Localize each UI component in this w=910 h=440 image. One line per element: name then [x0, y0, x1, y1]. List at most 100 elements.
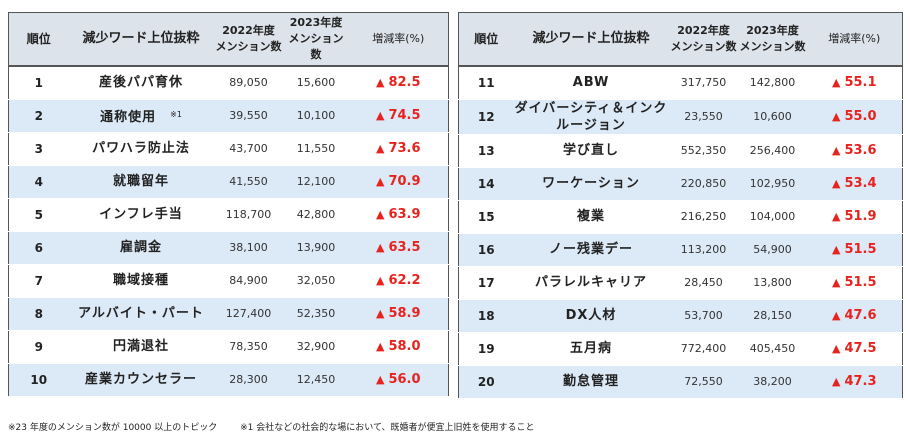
table-row: 15 複業 216,250 104,000 ▲ 51.9 — [458, 200, 903, 234]
triangle-up-icon: ▲ — [375, 274, 385, 287]
triangle-up-icon: ▲ — [375, 142, 385, 155]
table-row: 18 DX人材 53,700 28,150 ▲ 47.6 — [458, 299, 903, 333]
mentions-2023-cell: 32,050 — [283, 264, 349, 298]
header-2023: 2023年度 メンション数 — [283, 12, 349, 67]
rank-cell: 13 — [458, 134, 514, 168]
word-cell: ダイバーシティ＆インクルージョン — [513, 99, 669, 135]
table-row: 1 産後パパ育休 89,050 15,600 ▲ 82.5 — [8, 66, 449, 100]
rate-value: 73.6 — [388, 141, 421, 156]
header-rate: 増減率(%) — [806, 12, 903, 67]
rank-cell: 10 — [8, 363, 69, 397]
mentions-2023-cell: 405,450 — [738, 332, 807, 366]
mentions-2022-cell: 220,850 — [668, 167, 739, 201]
mentions-2023-cell: 15,600 — [283, 66, 349, 100]
rank-cell: 9 — [8, 330, 69, 364]
header-word: 減少ワード上位抜粋 — [513, 12, 669, 67]
word-cell: 通称使用 ※1 — [68, 99, 214, 133]
rate-cell: ▲ 62.2 — [348, 264, 449, 298]
rate-cell: ▲ 74.5 — [348, 99, 449, 133]
header-rate: 増減率(%) — [348, 12, 449, 67]
rate-cell: ▲ 51.9 — [806, 200, 903, 234]
table-row: 12 ダイバーシティ＆インクルージョン 23,550 10,600 ▲ 55.0 — [458, 99, 903, 135]
rate-cell: ▲ 47.5 — [806, 332, 903, 366]
rate-cell: ▲ 58.9 — [348, 297, 449, 331]
table-row: 3 パワハラ防止法 43,700 11,550 ▲ 73.6 — [8, 132, 449, 166]
rate-value: 63.5 — [388, 240, 421, 255]
header-2022-label: 2022年度 メンション数 — [215, 24, 282, 53]
rate-cell: ▲ 51.5 — [806, 233, 903, 267]
mentions-2023-cell: 102,950 — [738, 167, 807, 201]
triangle-up-icon: ▲ — [831, 144, 841, 157]
table-row: 2 通称使用 ※1 39,550 10,100 ▲ 74.5 — [8, 99, 449, 133]
rate-value: 62.2 — [388, 273, 421, 288]
mentions-2023-cell: 12,450 — [283, 363, 349, 397]
rate-value: 51.9 — [844, 209, 877, 224]
table-row: 17 パラレルキャリア 28,450 13,800 ▲ 51.5 — [458, 266, 903, 300]
mentions-2023-cell: 54,900 — [738, 233, 807, 267]
triangle-up-icon: ▲ — [375, 340, 385, 353]
rate-cell: ▲ 55.0 — [806, 99, 903, 135]
rate-value: 58.0 — [388, 339, 421, 354]
mentions-2022-cell: 38,100 — [213, 231, 284, 265]
rank-cell: 6 — [8, 231, 69, 265]
triangle-up-icon: ▲ — [831, 110, 841, 123]
table-row: 16 ノー残業デー 113,200 54,900 ▲ 51.5 — [458, 233, 903, 267]
ranking-table-left: 順位 減少ワード上位抜粋 2022年度 メンション数 2023年度 メンション数… — [8, 12, 449, 397]
word-cell: パラレルキャリア — [513, 266, 669, 300]
word-cell: 学び直し — [513, 134, 669, 168]
mentions-2023-cell: 52,350 — [283, 297, 349, 331]
triangle-up-icon: ▲ — [831, 210, 841, 223]
rate-value: 74.5 — [388, 108, 421, 123]
rank-cell: 16 — [458, 233, 514, 267]
mentions-2023-cell: 142,800 — [738, 66, 807, 100]
word-cell: 複業 — [513, 200, 669, 234]
rank-cell: 3 — [8, 132, 69, 166]
triangle-up-icon: ▲ — [375, 241, 385, 254]
rank-cell: 4 — [8, 165, 69, 199]
table-row: 6 雇調金 38,100 13,900 ▲ 63.5 — [8, 231, 449, 265]
mentions-2022-cell: 216,250 — [668, 200, 739, 234]
header-word: 減少ワード上位抜粋 — [68, 12, 214, 67]
rank-cell: 15 — [458, 200, 514, 234]
rank-cell: 19 — [458, 332, 514, 366]
word-cell: ワーケーション — [513, 167, 669, 201]
mentions-2023-cell: 12,100 — [283, 165, 349, 199]
mentions-2023-cell: 42,800 — [283, 198, 349, 232]
footnotes: ※23 年度のメンション数が 10000 以上のトピック ※1 会社などの社会的… — [8, 420, 535, 433]
footnote-mark: ※1 — [170, 109, 182, 119]
mentions-2022-cell: 72,550 — [668, 365, 739, 399]
mentions-2023-cell: 32,900 — [283, 330, 349, 364]
footnote-threshold: ※23 年度のメンション数が 10000 以上のトピック — [8, 423, 218, 433]
rate-value: 70.9 — [388, 174, 421, 189]
word-cell: ノー残業デー — [513, 233, 669, 267]
rate-value: 58.9 — [388, 306, 421, 321]
rate-value: 56.0 — [388, 372, 421, 387]
word-cell: 職域接種 — [68, 264, 214, 298]
rate-cell: ▲ 63.9 — [348, 198, 449, 232]
triangle-up-icon: ▲ — [375, 175, 385, 188]
word-cell: 円満退社 — [68, 330, 214, 364]
triangle-up-icon: ▲ — [831, 276, 841, 289]
table-header-row: 順位 減少ワード上位抜粋 2022年度 メンション数 2023年度 メンション数… — [458, 12, 903, 67]
rank-cell: 12 — [458, 99, 514, 135]
mentions-2023-cell: 11,550 — [283, 132, 349, 166]
rate-cell: ▲ 53.4 — [806, 167, 903, 201]
table-row: 20 勤怠管理 72,550 38,200 ▲ 47.3 — [458, 365, 903, 399]
word-cell: パワハラ防止法 — [68, 132, 214, 166]
word-cell: インフレ手当 — [68, 198, 214, 232]
mentions-2023-cell: 256,400 — [738, 134, 807, 168]
rank-cell: 18 — [458, 299, 514, 333]
triangle-up-icon: ▲ — [831, 177, 841, 190]
rate-cell: ▲ 47.6 — [806, 299, 903, 333]
triangle-up-icon: ▲ — [831, 309, 841, 322]
mentions-2022-cell: 28,450 — [668, 266, 739, 300]
ranking-table-right: 順位 減少ワード上位抜粋 2022年度 メンション数 2023年度 メンション数… — [458, 12, 903, 399]
mentions-2022-cell: 78,350 — [213, 330, 284, 364]
mentions-2023-cell: 38,200 — [738, 365, 807, 399]
rank-cell: 14 — [458, 167, 514, 201]
table-row: 7 職域接種 84,900 32,050 ▲ 62.2 — [8, 264, 449, 298]
rate-value: 55.1 — [844, 75, 877, 91]
mentions-2023-cell: 104,000 — [738, 200, 807, 234]
rate-cell: ▲ 56.0 — [348, 363, 449, 397]
rate-value: 47.5 — [844, 341, 877, 356]
